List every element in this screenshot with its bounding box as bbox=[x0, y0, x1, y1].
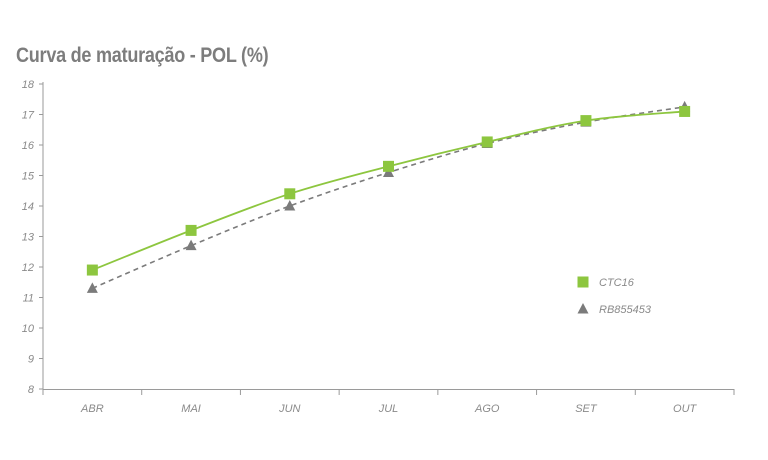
series-line-rb855453 bbox=[92, 106, 685, 290]
y-tick-label: 10 bbox=[22, 323, 35, 335]
x-tick-label: JUL bbox=[378, 403, 399, 415]
legend-label-rb855453: RB855453 bbox=[599, 304, 652, 316]
legend: CTC16 RB855453 bbox=[577, 276, 652, 316]
y-tick-label: 15 bbox=[22, 171, 35, 183]
data-point-ctc16 bbox=[185, 224, 197, 236]
data-point-ctc16 bbox=[284, 188, 296, 200]
x-tick-label: SET bbox=[575, 403, 598, 415]
legend-marker-rb855453 bbox=[577, 303, 589, 314]
legend-label-ctc16: CTC16 bbox=[599, 277, 635, 289]
series-markers bbox=[86, 100, 691, 293]
y-tick-label: 13 bbox=[22, 232, 35, 244]
x-tick-label: OUT bbox=[673, 403, 698, 415]
y-tick-label: 16 bbox=[22, 140, 35, 152]
series-lines bbox=[92, 106, 685, 290]
data-point-ctc16 bbox=[580, 115, 592, 127]
data-point-ctc16 bbox=[679, 105, 691, 117]
y-tick-label: 14 bbox=[22, 201, 34, 213]
x-tick-label: MAI bbox=[181, 403, 201, 415]
y-tick-label: 11 bbox=[23, 293, 34, 305]
data-point-ctc16 bbox=[86, 264, 98, 276]
data-point-ctc16 bbox=[383, 160, 394, 172]
data-point-rb855453 bbox=[185, 239, 197, 251]
y-tick-label: 18 bbox=[22, 79, 35, 91]
x-tick-label: AGO bbox=[474, 403, 500, 415]
x-tick-label: JUN bbox=[278, 403, 300, 415]
legend-marker-ctc16 bbox=[577, 276, 589, 288]
y-axis: 8 9 10 11 12 13 14 15 16 17 18 bbox=[22, 79, 44, 396]
y-tick-label: 8 bbox=[28, 384, 35, 396]
y-tick-label: 9 bbox=[28, 354, 34, 366]
chart-title: Curva de maturação - POL (%) bbox=[16, 44, 269, 67]
data-point-rb855453 bbox=[86, 282, 98, 293]
y-tick-label: 17 bbox=[22, 110, 35, 122]
series-line-ctc16 bbox=[92, 110, 685, 271]
y-tick-label: 12 bbox=[22, 262, 34, 274]
data-point-ctc16 bbox=[481, 136, 493, 148]
x-tick-label: ABR bbox=[80, 403, 104, 415]
x-axis: ABR MAI JUN JUL AGO SET OUT bbox=[42, 389, 735, 415]
data-point-rb855453 bbox=[284, 200, 296, 211]
